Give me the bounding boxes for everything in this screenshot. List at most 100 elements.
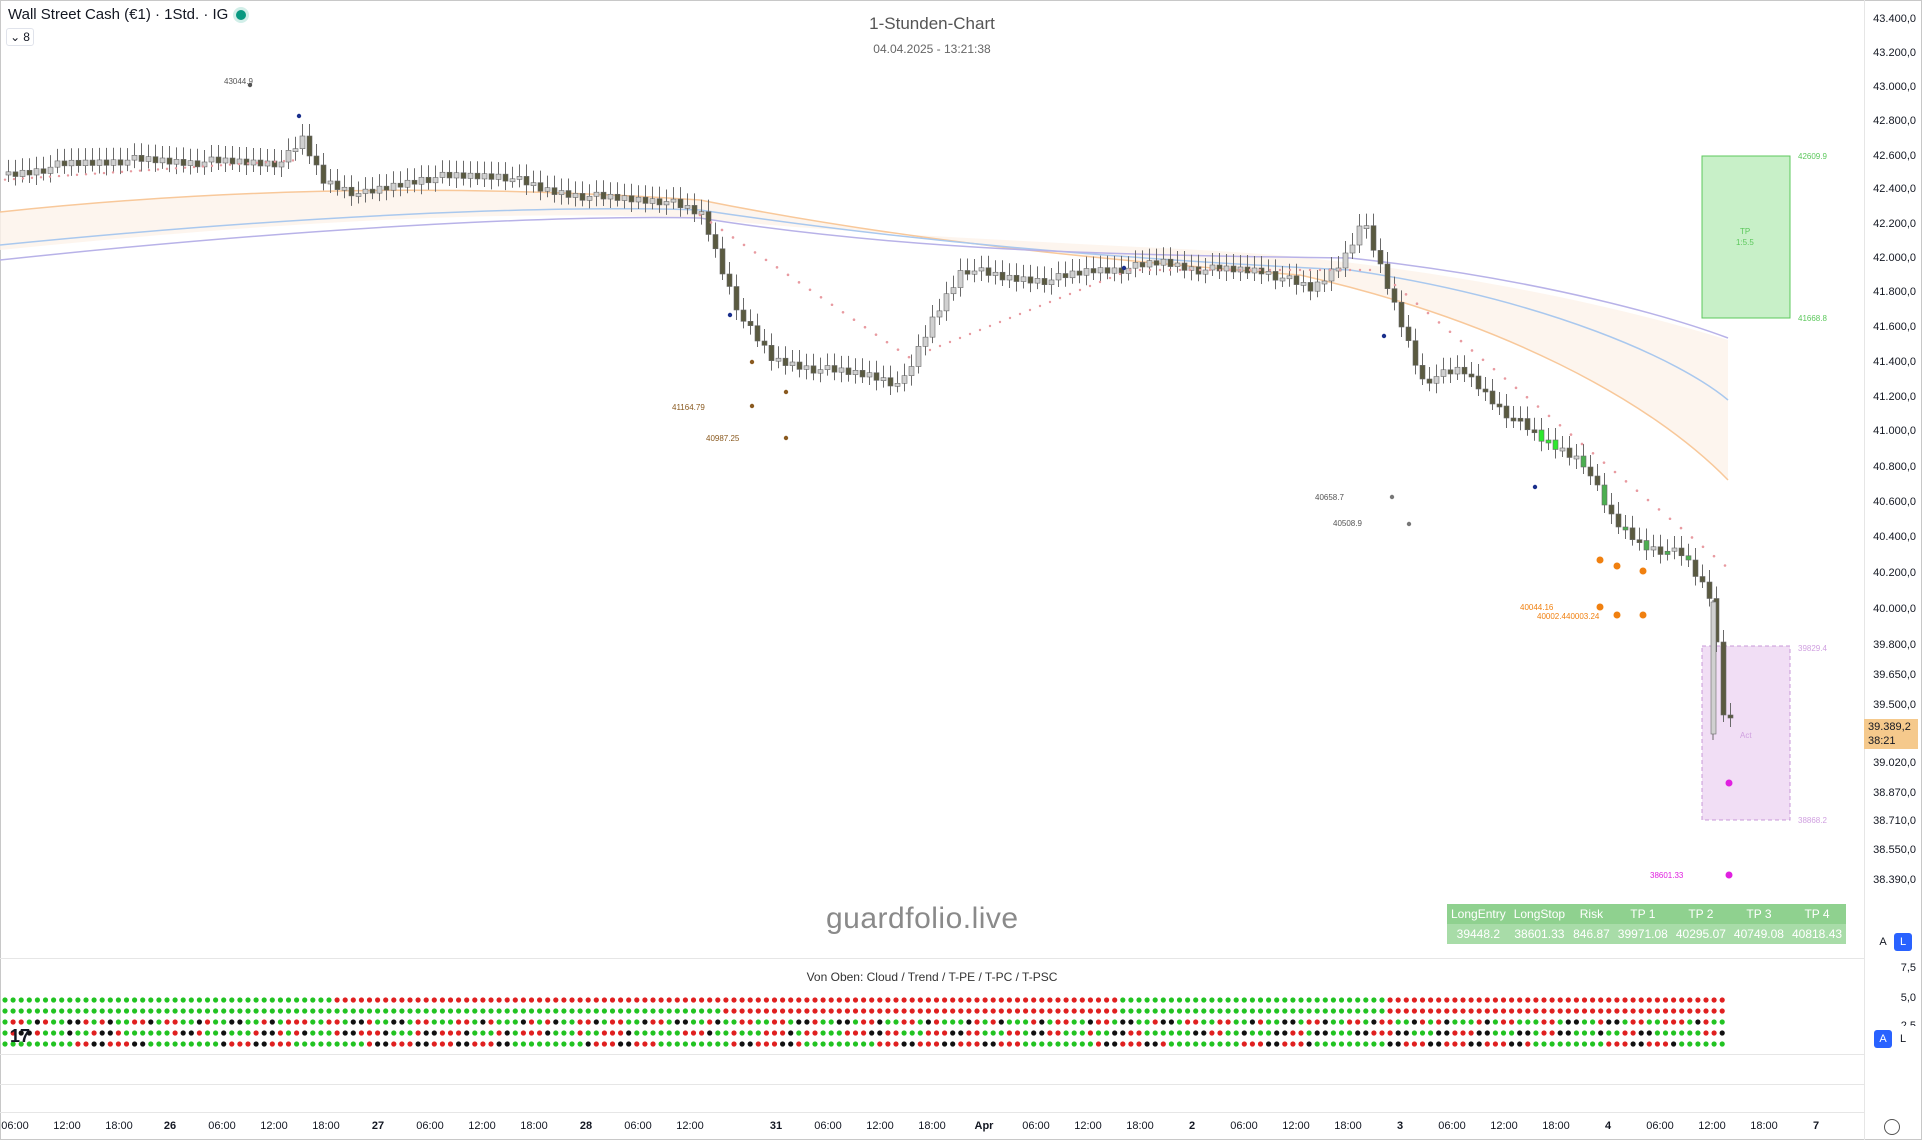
candle-body bbox=[180, 159, 187, 166]
indicator-dot bbox=[966, 1008, 972, 1014]
indicator-dot bbox=[690, 997, 697, 1003]
indicator-dot bbox=[1063, 1041, 1069, 1047]
indicator-dot bbox=[196, 1030, 202, 1036]
indicator-dot bbox=[626, 997, 632, 1003]
indicator-dot bbox=[1630, 997, 1636, 1003]
candle-body bbox=[439, 171, 446, 178]
indicator-dot bbox=[1168, 1030, 1174, 1036]
collapse-indicators-button[interactable]: ⌄ 8 bbox=[6, 28, 34, 46]
time-tick-label: 26 bbox=[163, 1120, 177, 1132]
indicator-auto-scale-button[interactable]: A bbox=[1874, 1030, 1892, 1048]
indicator-dot bbox=[180, 1030, 186, 1036]
candle-body bbox=[992, 271, 999, 276]
symbol-title[interactable]: Wall Street Cash (€1) · 1Std. · IG bbox=[8, 6, 229, 23]
candle-body bbox=[96, 159, 103, 166]
trail-dot bbox=[819, 295, 823, 299]
indicator-dot bbox=[658, 1019, 664, 1025]
indicator-dot bbox=[763, 997, 770, 1003]
indicator-dot bbox=[1266, 1030, 1272, 1036]
candle-body bbox=[124, 159, 131, 166]
indicator-dot bbox=[933, 1019, 940, 1025]
indicator-dot bbox=[1168, 1019, 1174, 1025]
indicator-dot bbox=[1055, 1030, 1061, 1036]
pane-separator[interactable] bbox=[0, 958, 1864, 959]
candle-body bbox=[1398, 302, 1405, 328]
trail-dot bbox=[1178, 268, 1182, 272]
indicator-dot bbox=[26, 997, 32, 1003]
indicator-dot bbox=[342, 997, 348, 1003]
indicator-dot bbox=[1006, 997, 1013, 1003]
indicator-dot bbox=[1314, 1041, 1320, 1047]
log-scale-button[interactable]: L bbox=[1894, 933, 1912, 951]
indicator-dot bbox=[415, 1030, 421, 1036]
price-tick-label: 43.400,0 bbox=[1873, 13, 1916, 25]
pane-separator[interactable] bbox=[0, 1054, 1864, 1055]
indicator-dot bbox=[91, 1030, 97, 1036]
trail-dot bbox=[3, 178, 7, 181]
candle-body bbox=[1104, 267, 1111, 274]
candle-body bbox=[306, 135, 313, 157]
indicator-dot bbox=[1549, 1008, 1555, 1014]
indicator-dot bbox=[1363, 1030, 1369, 1036]
candle-body bbox=[761, 340, 768, 346]
tradingview-logo[interactable]: 17 bbox=[10, 1026, 31, 1046]
indicator-dot bbox=[140, 1019, 146, 1025]
candle-body bbox=[509, 178, 516, 183]
trail-dot bbox=[1348, 268, 1352, 272]
candle-body bbox=[551, 187, 558, 195]
indicator-dot bbox=[1590, 1030, 1596, 1036]
indicator-dot bbox=[642, 1019, 648, 1025]
indicator-dot bbox=[107, 997, 113, 1003]
indicator-dot bbox=[2, 1019, 8, 1025]
auto-scale-button[interactable]: A bbox=[1879, 936, 1887, 948]
indicator-dot bbox=[180, 1008, 186, 1014]
candle-body bbox=[362, 188, 369, 194]
candle-body bbox=[1279, 277, 1286, 282]
indicator-dot bbox=[804, 1019, 810, 1025]
candle-body bbox=[698, 211, 705, 215]
indicator-dot bbox=[974, 1019, 980, 1025]
trade-table-value: 40818.43 bbox=[1787, 924, 1847, 944]
candle-body bbox=[1461, 366, 1468, 375]
gear-icon[interactable] bbox=[1884, 1119, 1900, 1135]
trail-dot bbox=[57, 174, 61, 178]
indicator-dot bbox=[844, 1041, 851, 1047]
indicator-dot bbox=[1306, 1019, 1312, 1025]
price-tick-label: 43.200,0 bbox=[1873, 47, 1916, 59]
indicator-dot bbox=[1387, 1008, 1393, 1014]
indicator-dot bbox=[1719, 997, 1725, 1003]
indicator-dot bbox=[480, 1041, 486, 1047]
indicator-dot bbox=[569, 1030, 575, 1036]
indicator-dot bbox=[658, 997, 664, 1003]
indicator-dot bbox=[1063, 997, 1069, 1003]
candle-body bbox=[803, 365, 810, 370]
indicator-dot bbox=[464, 1008, 470, 1014]
candle-body bbox=[845, 367, 852, 375]
trail-dot bbox=[1448, 330, 1452, 334]
indicator-dot bbox=[456, 1019, 462, 1025]
candle-body bbox=[1027, 276, 1034, 284]
indicator-dot bbox=[537, 1041, 543, 1047]
indicator-dot bbox=[1411, 1030, 1417, 1036]
indicator-dot bbox=[1517, 1008, 1523, 1014]
indicator-dot bbox=[836, 1041, 842, 1047]
price-chart[interactable]: 43044.941164.7940987.2540658.740508.9426… bbox=[0, 0, 1864, 1140]
indicator-dot bbox=[739, 1019, 745, 1025]
indicator-dot bbox=[609, 1008, 616, 1014]
indicator-dot bbox=[804, 1030, 810, 1036]
candle-body bbox=[243, 158, 250, 166]
indicator-dot bbox=[804, 1008, 810, 1014]
candle-body bbox=[915, 346, 922, 367]
indicator-dot bbox=[1403, 997, 1409, 1003]
candle-body bbox=[1440, 369, 1447, 377]
indicator-dot bbox=[618, 1030, 624, 1036]
indicator-dot bbox=[496, 997, 502, 1003]
indicator-dot bbox=[1144, 1041, 1150, 1047]
indicator-log-scale-button[interactable]: L bbox=[1899, 1033, 1907, 1045]
candle-body bbox=[1664, 550, 1671, 555]
indicator-dot bbox=[1646, 1041, 1652, 1047]
indicator-dot bbox=[1209, 1019, 1215, 1025]
indicator-dot bbox=[1031, 1008, 1037, 1014]
indicator-dot bbox=[1152, 1041, 1158, 1047]
candle-body bbox=[474, 172, 481, 180]
